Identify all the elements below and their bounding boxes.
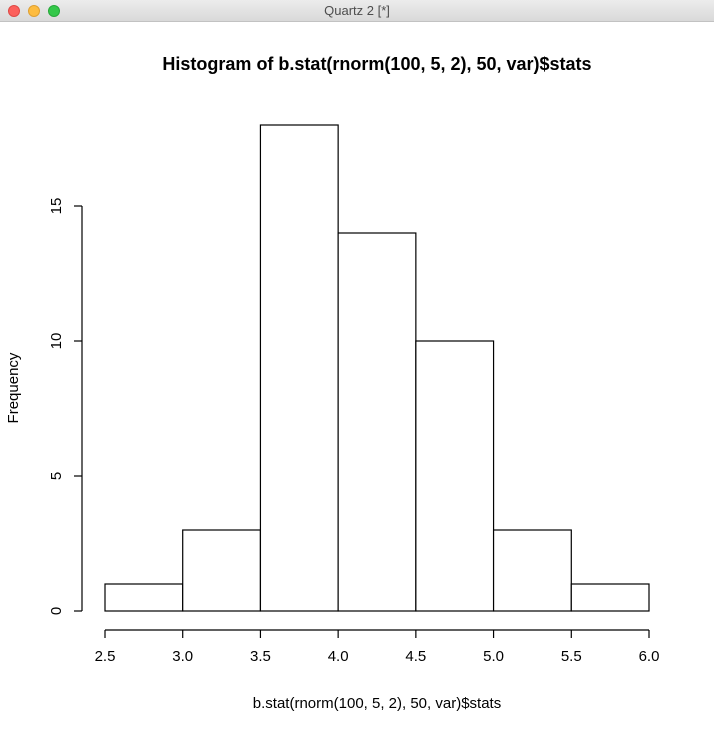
window-title: Quartz 2 [*] bbox=[324, 3, 390, 18]
close-window-button[interactable] bbox=[8, 5, 20, 17]
minimize-window-button[interactable] bbox=[28, 5, 40, 17]
x-tick-label-3: 3.5 bbox=[250, 648, 271, 665]
histogram-bar-6 bbox=[492, 529, 572, 612]
y-tick-label-3: 10 bbox=[48, 333, 65, 350]
x-tick-label-2: 3.0 bbox=[172, 648, 193, 665]
histogram-bar-1 bbox=[104, 583, 184, 612]
x-axis-label: b.stat(rnorm(100, 5, 2), 50, var)$stats bbox=[253, 695, 501, 712]
x-tick-label-6: 5.0 bbox=[483, 648, 504, 665]
x-tick-label-7: 5.5 bbox=[561, 648, 582, 665]
histogram-chart: Histogram of b.stat(rnorm(100, 5, 2), 50… bbox=[5, 54, 660, 712]
x-tick-label-1: 2.5 bbox=[95, 648, 116, 665]
y-tick-label-4: 15 bbox=[48, 198, 65, 215]
x-axis: 2.5 3.0 3.5 4.0 4.5 5.0 5.5 6.0 bbox=[95, 629, 660, 665]
y-axis-label: Frequency bbox=[5, 352, 22, 423]
x-tick-label-5: 4.5 bbox=[405, 648, 426, 665]
chart-title: Histogram of b.stat(rnorm(100, 5, 2), 50… bbox=[162, 54, 591, 74]
histogram-bar-2 bbox=[182, 529, 262, 612]
plot-area: Histogram of b.stat(rnorm(100, 5, 2), 50… bbox=[0, 22, 714, 734]
y-axis: 0 5 10 15 bbox=[48, 198, 83, 615]
histogram-bar-5 bbox=[415, 340, 495, 612]
x-tick-label-4: 4.0 bbox=[328, 648, 349, 665]
y-tick-label-2: 5 bbox=[48, 472, 65, 480]
y-tick-label-1: 0 bbox=[48, 607, 65, 615]
maximize-window-button[interactable] bbox=[48, 5, 60, 17]
bars-group bbox=[104, 124, 650, 612]
histogram-bar-7 bbox=[570, 583, 650, 612]
histogram-bar-4 bbox=[337, 232, 417, 612]
window-titlebar[interactable]: Quartz 2 [*] bbox=[0, 0, 714, 22]
x-tick-label-8: 6.0 bbox=[639, 648, 660, 665]
histogram-bar-3 bbox=[259, 124, 339, 612]
